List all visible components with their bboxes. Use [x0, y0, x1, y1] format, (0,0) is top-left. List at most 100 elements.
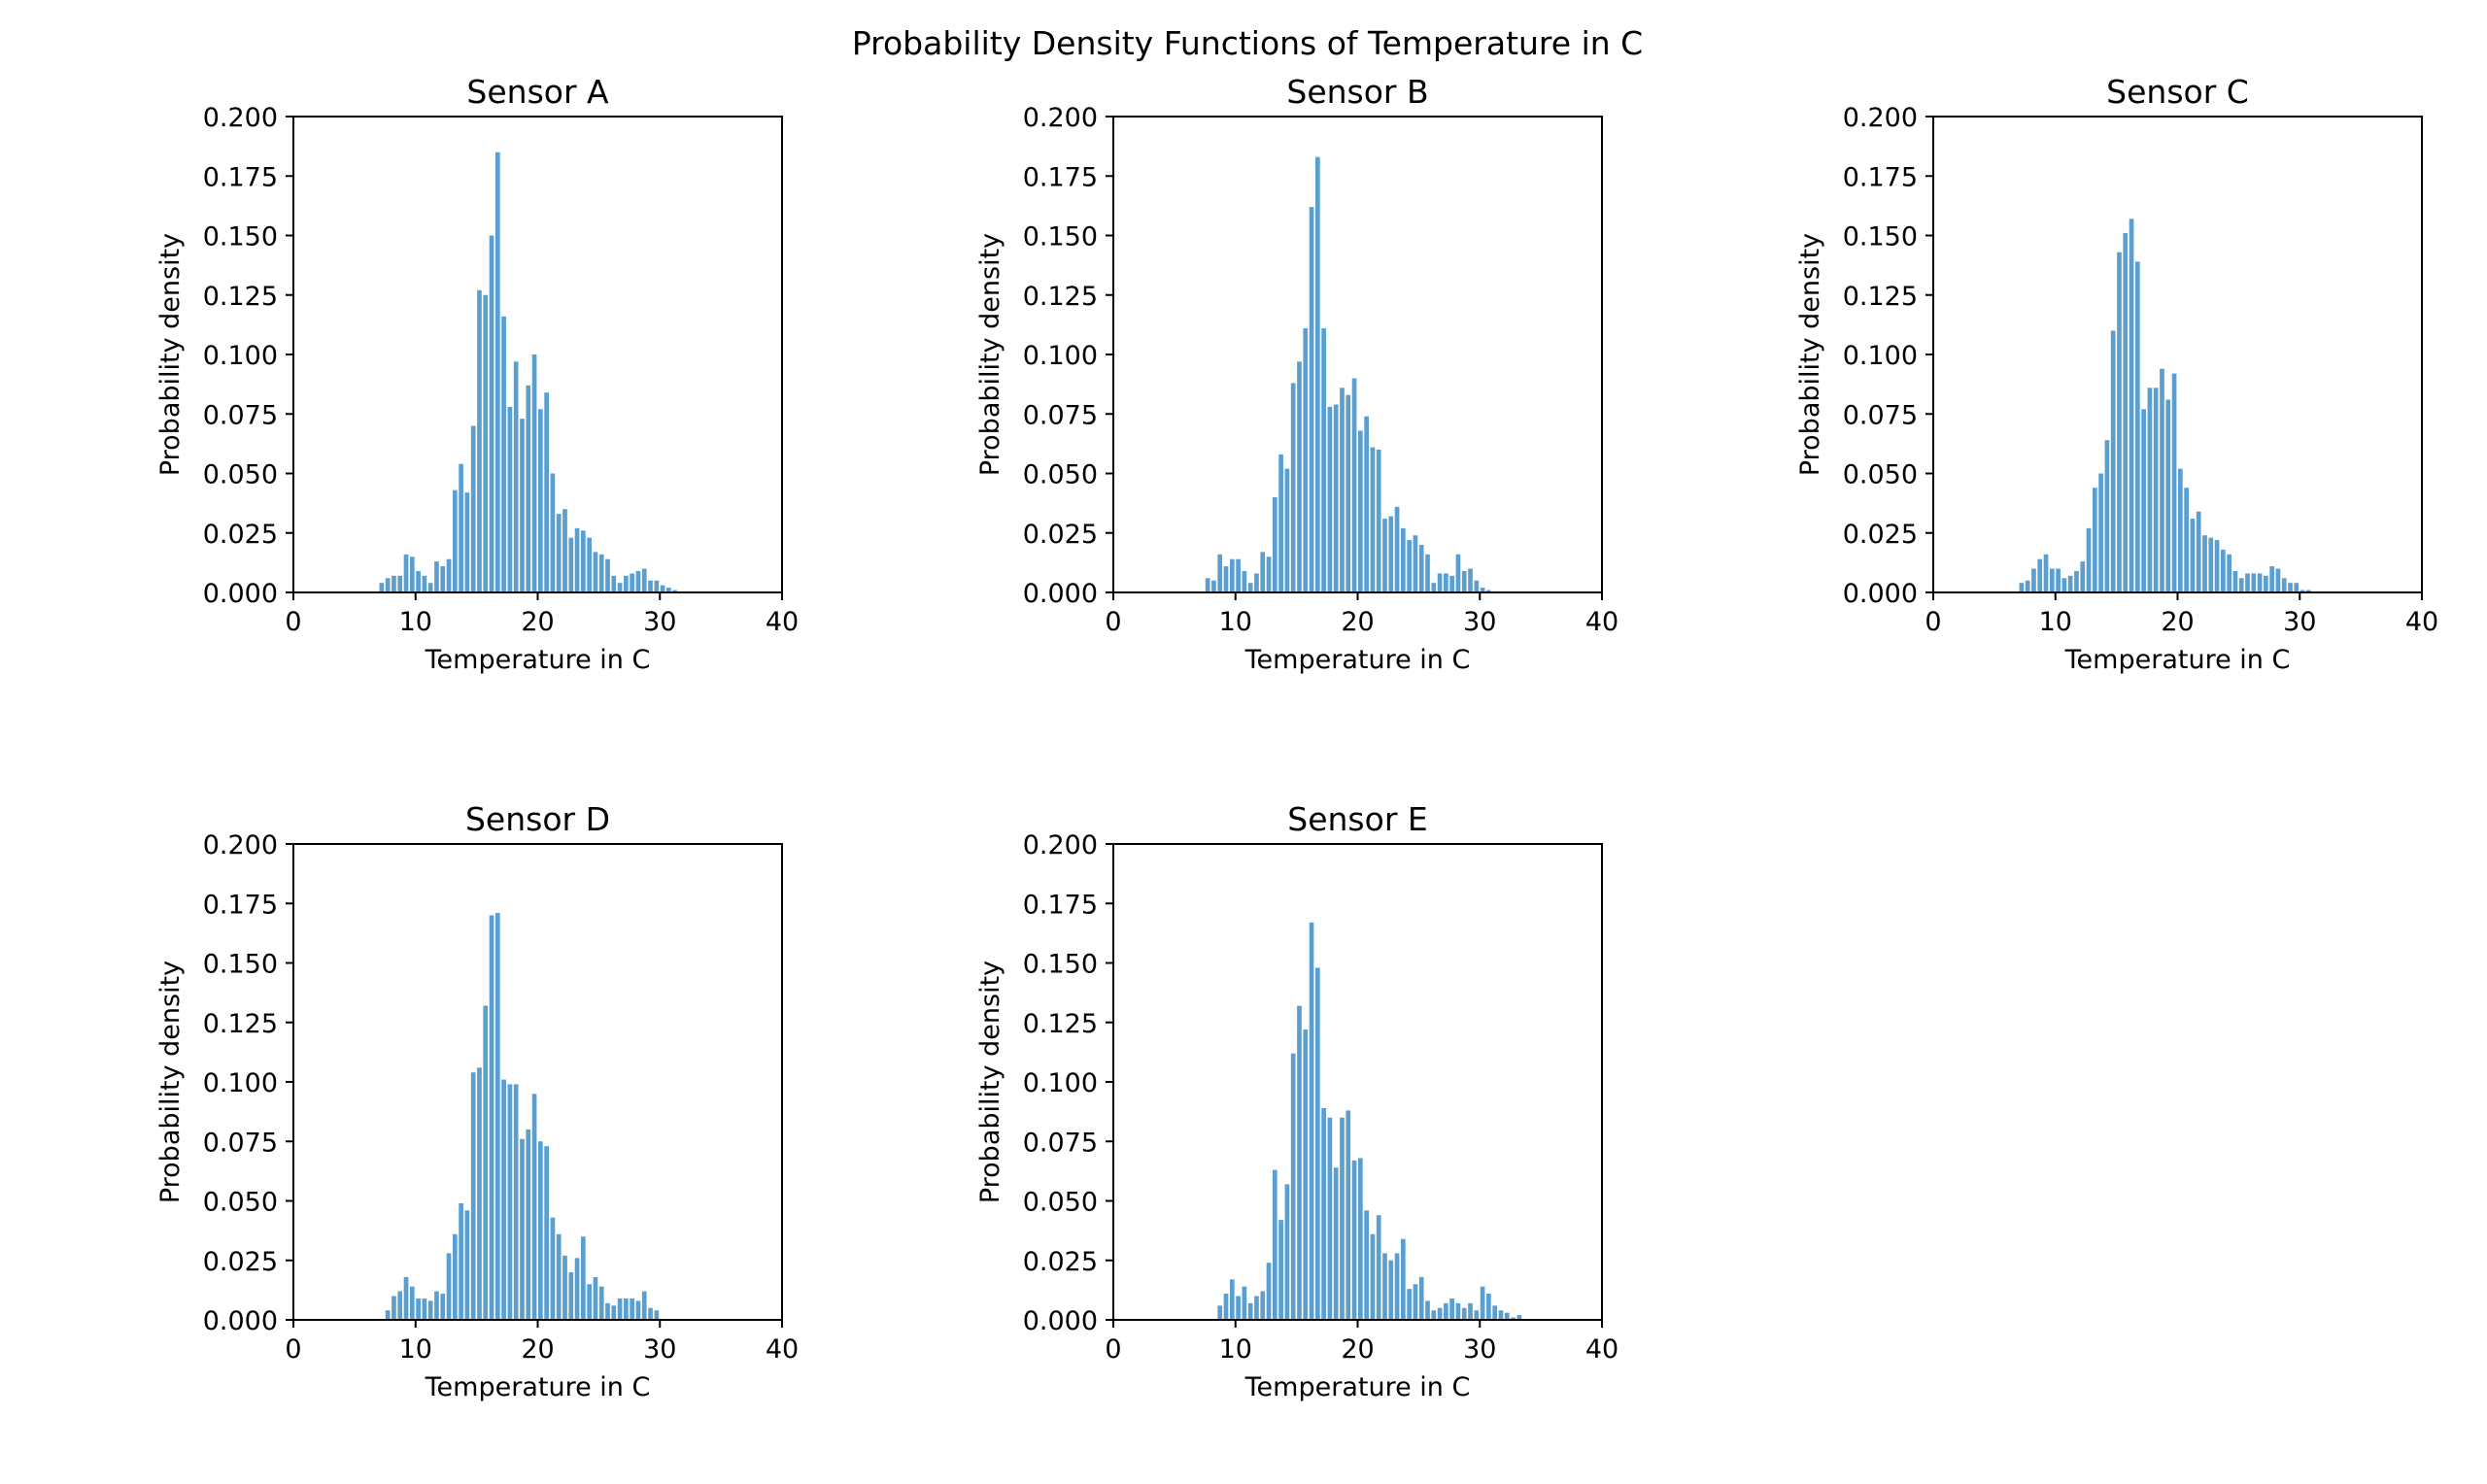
- histogram-bar: [1290, 383, 1296, 592]
- histogram-bar: [1474, 1310, 1480, 1320]
- histogram-bar: [648, 580, 653, 592]
- histogram-bar: [641, 568, 647, 592]
- x-tick-label: 30: [643, 607, 676, 637]
- y-tick-label: 0.000: [1023, 579, 1098, 609]
- histogram-bar: [464, 1210, 470, 1320]
- histogram-bar: [507, 1084, 513, 1320]
- y-tick-label: 0.175: [203, 890, 278, 920]
- histogram-bar: [617, 1298, 623, 1320]
- histogram-bar: [660, 585, 665, 592]
- histogram-bar: [568, 1272, 574, 1320]
- x-tick-label: 40: [766, 607, 799, 637]
- histogram-bar: [1266, 1263, 1272, 1320]
- histogram-bar: [477, 1067, 482, 1320]
- histogram-bar: [550, 473, 556, 592]
- histogram-bar: [2061, 578, 2067, 592]
- histogram-bar: [2275, 568, 2281, 592]
- histogram-bar: [2031, 568, 2036, 592]
- histogram-bar: [2160, 368, 2164, 592]
- histogram-bar: [2264, 575, 2268, 592]
- y-tick-label: 0.000: [203, 1306, 278, 1336]
- histogram-bar: [1401, 527, 1406, 592]
- histogram-bar: [581, 1236, 586, 1320]
- y-tick-label: 0.150: [1023, 950, 1098, 980]
- histogram-bar: [452, 1233, 458, 1320]
- histogram-bar: [1340, 388, 1345, 592]
- histogram-bar: [2043, 554, 2049, 592]
- histogram-bar: [1278, 454, 1283, 592]
- histogram-bar: [2092, 488, 2097, 592]
- histogram-bar: [641, 1291, 647, 1320]
- histogram-bar: [568, 537, 574, 592]
- histogram-bar: [1278, 1220, 1283, 1320]
- histogram-bar: [1351, 378, 1357, 592]
- histogram-bar: [385, 578, 391, 592]
- histogram-bar: [392, 575, 396, 592]
- histogram-bar: [1382, 519, 1387, 592]
- y-tick-label: 0.075: [203, 400, 278, 430]
- histogram-bar: [1449, 1298, 1454, 1320]
- histogram-bar: [1468, 1302, 1473, 1320]
- histogram-bar: [1321, 328, 1326, 592]
- x-tick-label: 0: [285, 607, 301, 637]
- histogram-bar: [1401, 1238, 1406, 1320]
- y-tick-label: 0.050: [1843, 460, 1918, 490]
- histogram-bar: [1364, 1210, 1369, 1320]
- histogram-bar: [2141, 409, 2146, 592]
- histogram-bar: [2025, 580, 2030, 592]
- histogram-bar: [483, 294, 489, 592]
- histogram-bar: [2056, 568, 2061, 592]
- histogram-bar: [593, 552, 598, 592]
- histogram-bar: [1444, 573, 1448, 592]
- subplot-title: Sensor E: [1287, 800, 1427, 838]
- subplot-3: 0 10 20 30 40 0.000 0.025 0.050 0.075 0.100 0.125 0…: [1795, 73, 2438, 675]
- histogram-bar: [489, 915, 494, 1320]
- histogram-bar: [483, 1005, 489, 1320]
- y-tick-label: 0.100: [203, 1068, 278, 1098]
- x-tick-label: 30: [643, 1334, 676, 1365]
- histogram-bar: [470, 1072, 476, 1320]
- histogram-bar: [1333, 404, 1339, 592]
- histogram-bar: [1444, 1302, 1448, 1320]
- y-tick-label: 0.025: [1843, 520, 1918, 550]
- histogram-bar: [1303, 328, 1309, 592]
- histogram-bar: [1229, 1279, 1235, 1320]
- y-tick-label: 0.075: [203, 1128, 278, 1158]
- y-tick-label: 0.175: [203, 162, 278, 192]
- histogram-bar: [581, 530, 586, 592]
- histogram-bar: [1486, 590, 1491, 592]
- x-tick-label: 40: [1585, 1334, 1618, 1365]
- histogram-bar: [611, 575, 617, 592]
- histogram-bar: [2049, 568, 2055, 592]
- x-tick-label: 20: [2161, 607, 2194, 637]
- histogram-bar: [2067, 575, 2073, 592]
- histogram-bar: [397, 575, 403, 592]
- histogram-bar: [2214, 540, 2220, 592]
- histogram-bar: [1407, 1289, 1412, 1320]
- histogram-bar: [1480, 588, 1485, 592]
- histogram-bar: [1437, 1307, 1443, 1320]
- histogram-bar: [605, 558, 610, 592]
- subplot-title: Sensor A: [466, 73, 609, 111]
- histogram-bar: [574, 527, 580, 592]
- histogram-bar: [2098, 473, 2103, 592]
- histogram-bar: [1498, 1310, 1504, 1320]
- histogram-bar: [2294, 583, 2300, 592]
- x-tick-label: 10: [399, 1334, 432, 1365]
- y-tick-label: 0.050: [1023, 460, 1098, 490]
- x-tick-label: 40: [1585, 607, 1618, 637]
- histogram-bar: [1284, 1184, 1290, 1320]
- histogram-bar: [2123, 233, 2129, 593]
- x-axis-label: Temperature in C: [1244, 645, 1471, 675]
- histogram-bar: [2227, 554, 2231, 592]
- histogram-bar: [1394, 506, 1400, 592]
- histogram-bar: [2019, 583, 2025, 592]
- histogram-bar: [409, 1286, 415, 1320]
- y-tick-label: 0.025: [203, 520, 278, 550]
- histogram-bar: [666, 588, 671, 592]
- histogram-bar: [2037, 558, 2043, 592]
- y-tick-label: 0.200: [203, 830, 278, 860]
- histogram-bar: [2080, 561, 2086, 592]
- histogram-bar: [1376, 450, 1381, 592]
- histogram-bar: [422, 575, 427, 592]
